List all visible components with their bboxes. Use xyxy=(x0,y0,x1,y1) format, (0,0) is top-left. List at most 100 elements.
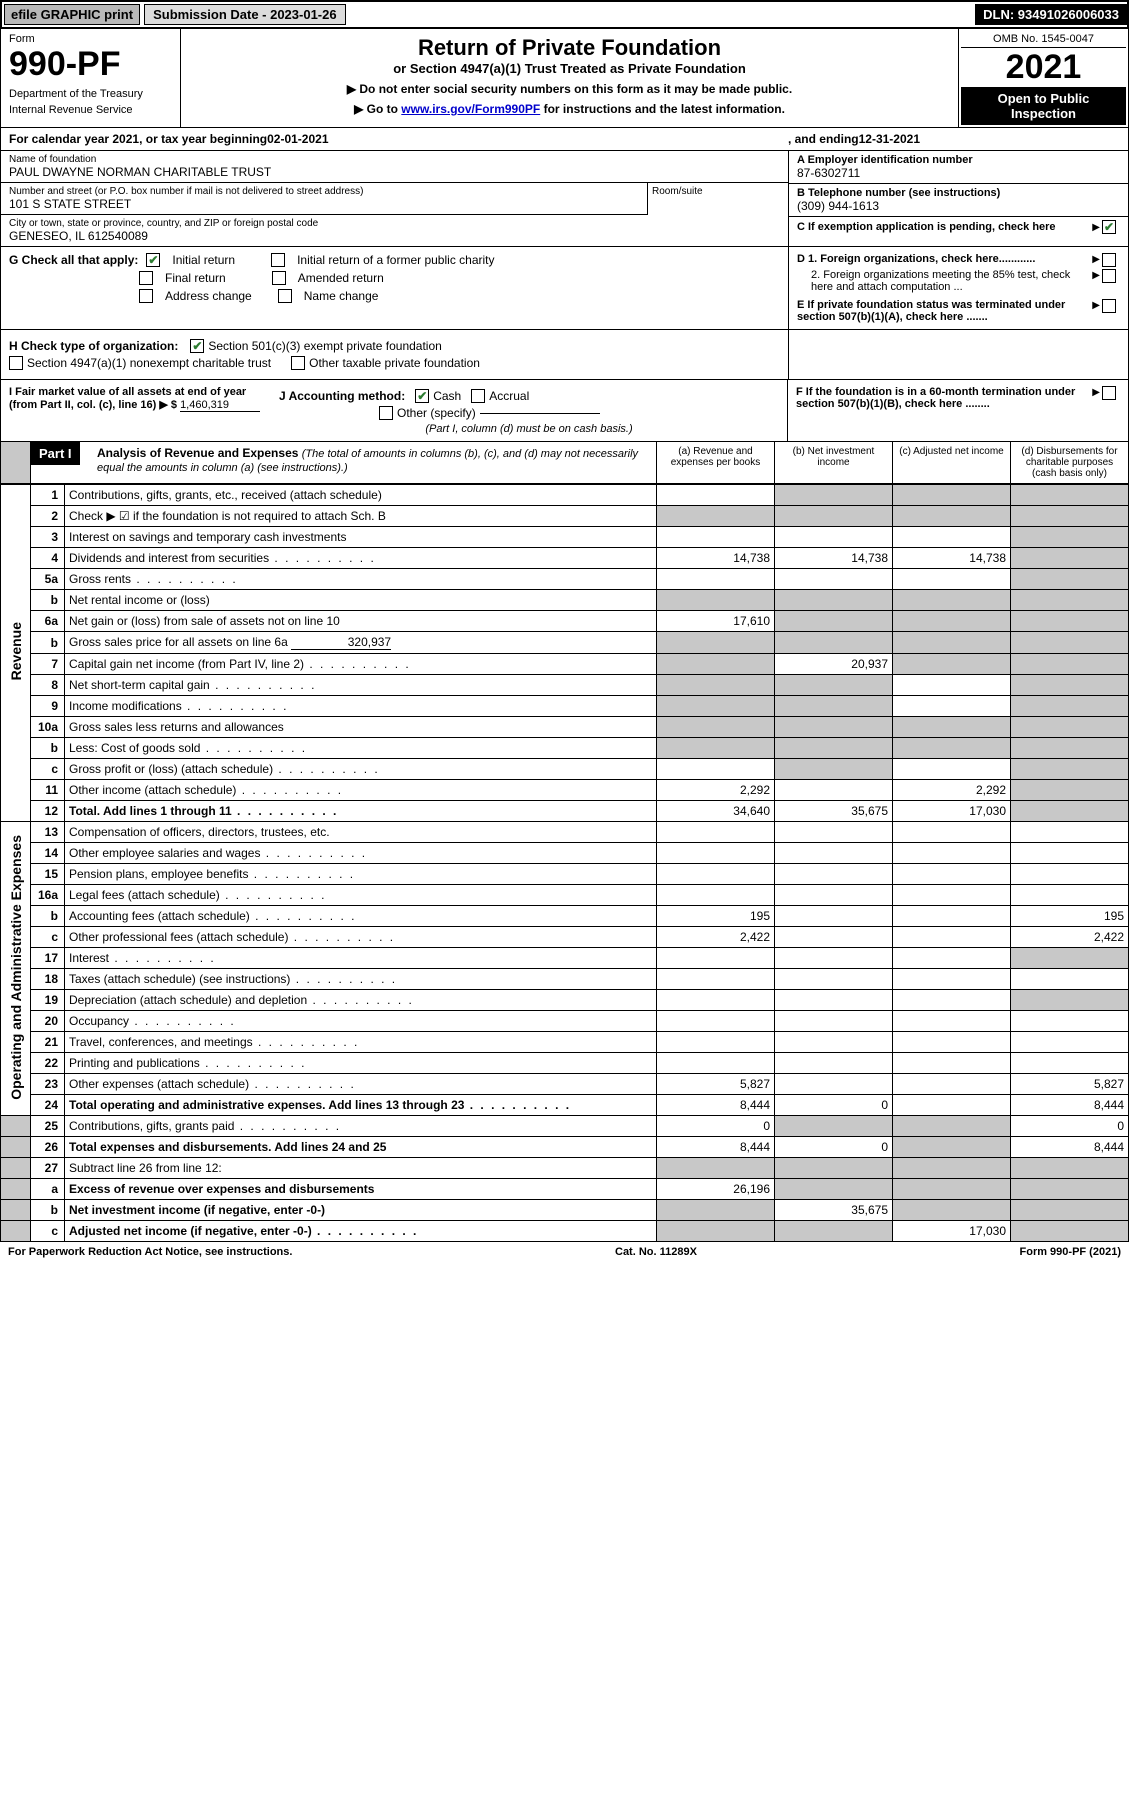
table-row: 25Contributions, gifts, grants paid 0 0 xyxy=(1,1116,1129,1137)
info-right: A Employer identification number 87-6302… xyxy=(788,151,1128,246)
table-row: cGross profit or (loss) (attach schedule… xyxy=(1,759,1129,780)
f-checkbox[interactable] xyxy=(1102,386,1116,400)
r22-desc: Printing and publications xyxy=(65,1053,657,1074)
amended-return-checkbox[interactable] xyxy=(272,271,286,285)
h-other-label: Other taxable private foundation xyxy=(309,356,480,370)
r7-b: 20,937 xyxy=(775,654,893,675)
table-row: 9Income modifications xyxy=(1,696,1129,717)
r2-desc: Check ▶ ☑ if the foundation is not requi… xyxy=(65,506,657,527)
r5a-desc: Gross rents xyxy=(65,569,657,590)
addr-change-checkbox[interactable] xyxy=(139,289,153,303)
addr-change-label: Address change xyxy=(165,289,252,303)
goto-post: for instructions and the latest informat… xyxy=(540,102,785,116)
initial-return-checkbox[interactable] xyxy=(146,253,160,267)
r12-a: 34,640 xyxy=(657,801,775,822)
table-row: 14Other employee salaries and wages xyxy=(1,843,1129,864)
caly-begin: 02-01-2021 xyxy=(267,132,328,146)
r26-d: 8,444 xyxy=(1011,1137,1129,1158)
table-row: 26Total expenses and disbursements. Add … xyxy=(1,1137,1129,1158)
header-mid: Return of Private Foundation or Section … xyxy=(181,29,958,127)
r19-desc: Depreciation (attach schedule) and deple… xyxy=(65,990,657,1011)
efile-print-button[interactable]: efile GRAPHIC print xyxy=(4,4,140,25)
r6a-a: 17,610 xyxy=(657,611,775,632)
r11-c: 2,292 xyxy=(893,780,1011,801)
d1-checkbox[interactable] xyxy=(1102,253,1116,267)
r25-a: 0 xyxy=(657,1116,775,1137)
j-other-field[interactable] xyxy=(480,413,600,414)
r24-a: 8,444 xyxy=(657,1095,775,1116)
j-cash-checkbox[interactable] xyxy=(415,389,429,403)
r10a-desc: Gross sales less returns and allowances xyxy=(65,717,657,738)
top-bar: efile GRAPHIC print Submission Date - 20… xyxy=(0,0,1129,29)
table-row: 3Interest on savings and temporary cash … xyxy=(1,527,1129,548)
part1-tag-wrap: Part I xyxy=(31,442,91,483)
table-row: 17Interest xyxy=(1,948,1129,969)
j-accrual-label: Accrual xyxy=(489,389,529,403)
r16a-desc: Legal fees (attach schedule) xyxy=(65,885,657,906)
f-label: F If the foundation is in a 60-month ter… xyxy=(796,386,1092,410)
d2-label: 2. Foreign organizations meeting the 85%… xyxy=(797,269,1092,293)
table-row: 7Capital gain net income (from Part IV, … xyxy=(1,654,1129,675)
ein-label: A Employer identification number xyxy=(797,154,1120,166)
part1-gutter xyxy=(1,442,31,483)
table-row: 6aNet gain or (loss) from sale of assets… xyxy=(1,611,1129,632)
r1-desc: Contributions, gifts, grants, etc., rece… xyxy=(65,485,657,506)
table-row: Operating and Administrative Expenses 13… xyxy=(1,822,1129,843)
j-other-checkbox[interactable] xyxy=(379,406,393,420)
ij-left: I Fair market value of all assets at end… xyxy=(1,380,788,441)
name-change-checkbox[interactable] xyxy=(278,289,292,303)
table-row: 5aGross rents xyxy=(1,569,1129,590)
d2-checkbox[interactable] xyxy=(1102,269,1116,283)
addr-label: Number and street (or P.O. box number if… xyxy=(9,186,639,197)
opex-sidebar: Operating and Administrative Expenses xyxy=(1,822,31,1116)
h-4947-checkbox[interactable] xyxy=(9,356,23,370)
j-note: (Part I, column (d) must be on cash basi… xyxy=(279,423,779,435)
arrow-icon xyxy=(1092,299,1102,311)
ein-value: 87-6302711 xyxy=(797,166,1120,180)
e-checkbox[interactable] xyxy=(1102,299,1116,313)
r25-desc: Contributions, gifts, grants paid xyxy=(65,1116,657,1137)
h-other-checkbox[interactable] xyxy=(291,356,305,370)
h-501c3-checkbox[interactable] xyxy=(190,339,204,353)
r16c-d: 2,422 xyxy=(1011,927,1129,948)
final-return-checkbox[interactable] xyxy=(139,271,153,285)
name-label: Name of foundation xyxy=(9,154,780,165)
r26-desc: Total expenses and disbursements. Add li… xyxy=(65,1137,657,1158)
r21-desc: Travel, conferences, and meetings xyxy=(65,1032,657,1053)
r12-b: 35,675 xyxy=(775,801,893,822)
omb-number: OMB No. 1545-0047 xyxy=(961,31,1126,48)
table-row: aExcess of revenue over expenses and dis… xyxy=(1,1179,1129,1200)
dln-label: DLN: 93491026006033 xyxy=(975,4,1127,25)
r3-desc: Interest on savings and temporary cash i… xyxy=(65,527,657,548)
r18-desc: Taxes (attach schedule) (see instruction… xyxy=(65,969,657,990)
phone-label: B Telephone number (see instructions) xyxy=(797,187,1120,199)
tax-year: 2021 xyxy=(961,48,1126,87)
calendar-year-row: For calendar year 2021, or tax year begi… xyxy=(0,128,1129,151)
table-row: 19Depreciation (attach schedule) and dep… xyxy=(1,990,1129,1011)
room-cell: Room/suite xyxy=(648,183,788,215)
form-number: 990-PF xyxy=(9,45,172,84)
part1-table: Revenue 1Contributions, gifts, grants, e… xyxy=(0,484,1129,1242)
ein-cell: A Employer identification number 87-6302… xyxy=(789,151,1128,184)
submission-date: Submission Date - 2023-01-26 xyxy=(144,4,346,25)
r27b-desc: Net investment income (if negative, ente… xyxy=(65,1200,657,1221)
arrow-icon xyxy=(1092,221,1102,233)
footer-left: For Paperwork Reduction Act Notice, see … xyxy=(8,1246,292,1258)
j-accrual-checkbox[interactable] xyxy=(471,389,485,403)
c-pending-checkbox[interactable] xyxy=(1102,220,1116,234)
revenue-sidebar: Revenue xyxy=(1,485,31,822)
part1-tag: Part I xyxy=(31,442,80,465)
col-a-head: (a) Revenue and expenses per books xyxy=(656,442,774,483)
arrow-icon xyxy=(1092,269,1102,281)
r24-d: 8,444 xyxy=(1011,1095,1129,1116)
r16b-desc: Accounting fees (attach schedule) xyxy=(65,906,657,927)
c-pending-label: C If exemption application is pending, c… xyxy=(797,221,1092,233)
goto-pre: ▶ Go to xyxy=(354,102,401,116)
r9-desc: Income modifications xyxy=(65,696,657,717)
table-row: 2Check ▶ ☑ if the foundation is not requ… xyxy=(1,506,1129,527)
h-left: H Check type of organization: Section 50… xyxy=(1,330,788,379)
h-4947-label: Section 4947(a)(1) nonexempt charitable … xyxy=(27,356,271,370)
r10b-desc: Less: Cost of goods sold xyxy=(65,738,657,759)
initial-former-checkbox[interactable] xyxy=(271,253,285,267)
irs-link[interactable]: www.irs.gov/Form990PF xyxy=(401,102,540,116)
